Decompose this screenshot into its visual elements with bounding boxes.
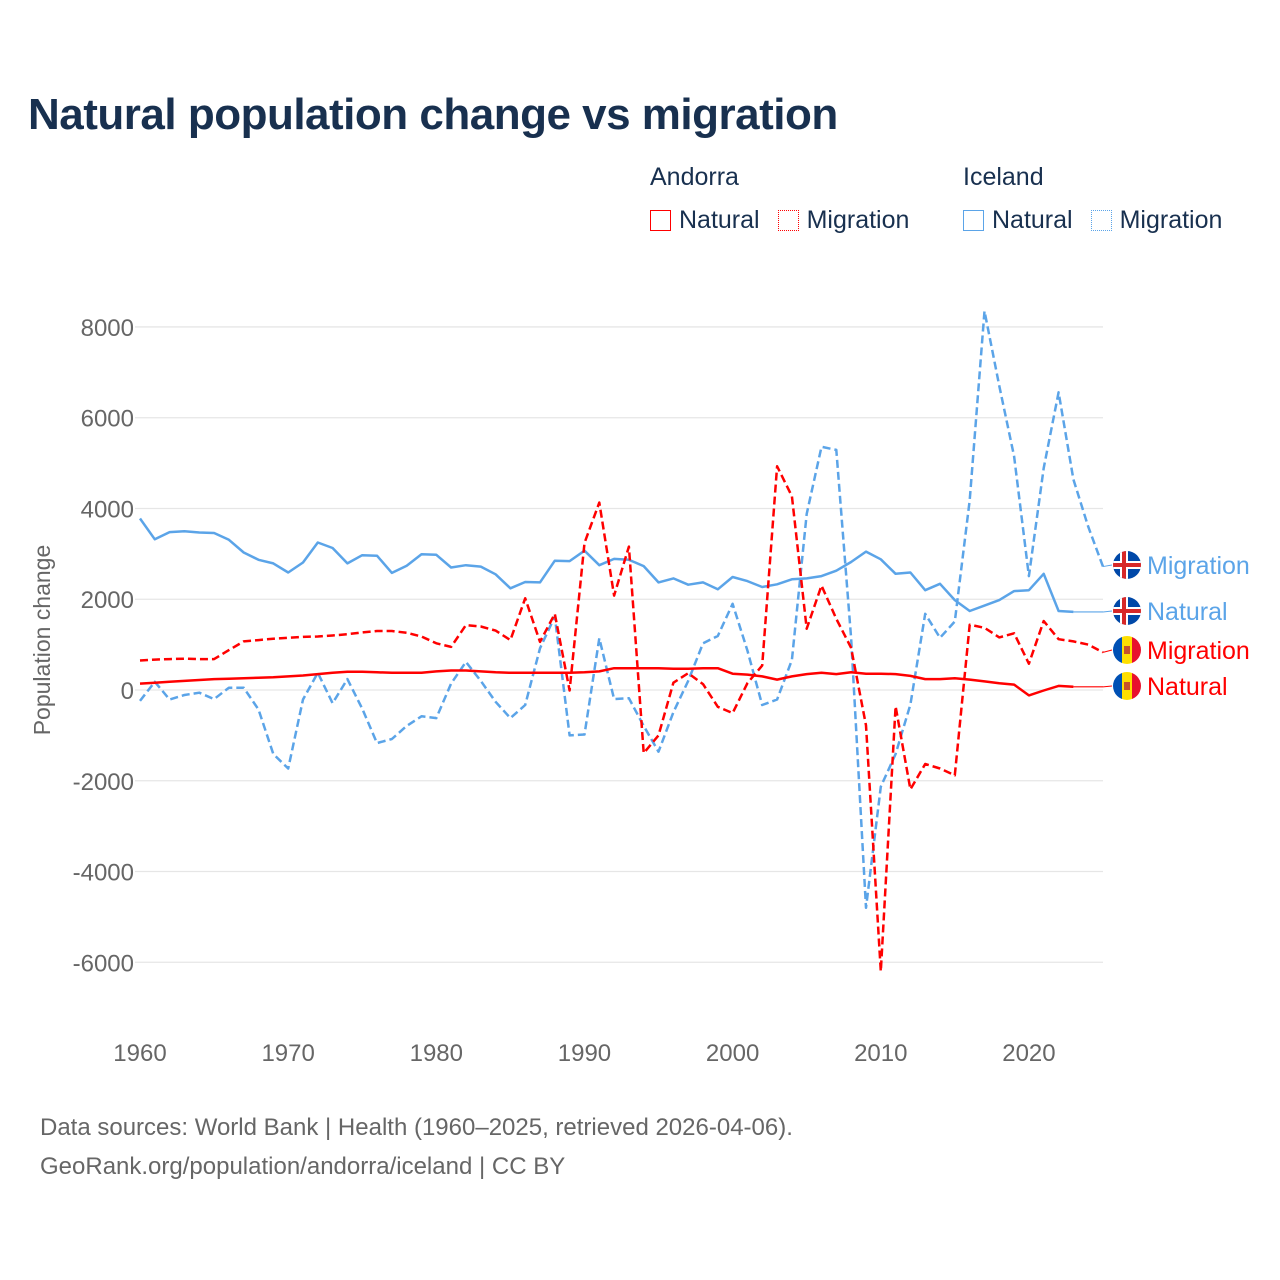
x-tick-label: 2020 bbox=[1002, 1040, 1055, 1067]
flag-stripe bbox=[1132, 672, 1141, 700]
legend-swatch-solid bbox=[963, 210, 984, 231]
legend-swatch-solid bbox=[650, 210, 671, 231]
flag-body bbox=[1113, 551, 1141, 579]
end-label: Migration bbox=[1147, 637, 1250, 665]
series-line-andorra-migration bbox=[139, 465, 1104, 973]
flag-stripe bbox=[1113, 636, 1122, 664]
legend-item-andorra-migration[interactable]: Migration bbox=[777, 206, 910, 235]
end-label: Migration bbox=[1147, 552, 1250, 580]
y-tick-label: 4000 bbox=[81, 496, 134, 523]
x-tick-label: 2000 bbox=[706, 1040, 759, 1067]
label-connector bbox=[1102, 610, 1113, 613]
legend-item-iceland-migration[interactable]: Migration bbox=[1090, 206, 1223, 235]
legend-swatch-dotted bbox=[1090, 210, 1112, 231]
legend-label: Migration bbox=[1119, 206, 1223, 234]
y-tick-label: 0 bbox=[121, 678, 134, 705]
chart-title: Natural population change vs migration bbox=[28, 90, 838, 139]
flag-body bbox=[1113, 636, 1141, 664]
iceland-flag-icon bbox=[1113, 597, 1141, 625]
flag-cross bbox=[1122, 551, 1126, 579]
x-tick-label: 1990 bbox=[558, 1040, 611, 1067]
flag-stripe bbox=[1113, 672, 1122, 700]
legend-group-title: Andorra bbox=[650, 163, 739, 191]
y-tick-label: 2000 bbox=[81, 587, 134, 614]
flag-body bbox=[1113, 597, 1141, 625]
legend-group-andorra: Andorra Natural Migration bbox=[650, 163, 927, 235]
legend-group-title: Iceland bbox=[963, 163, 1044, 191]
data-source-note: Data sources: World Bank | Health (1960–… bbox=[40, 1114, 793, 1141]
y-tick-label: -4000 bbox=[73, 860, 134, 887]
end-label: Natural bbox=[1147, 673, 1228, 701]
x-tick-label: 2010 bbox=[854, 1040, 907, 1067]
end-label: Natural bbox=[1147, 598, 1228, 626]
flag-body bbox=[1113, 672, 1141, 700]
y-axis-label: Population change bbox=[29, 545, 55, 736]
x-tick-label: 1980 bbox=[410, 1040, 463, 1067]
iceland-flag-icon bbox=[1113, 551, 1141, 579]
flag-emblem bbox=[1124, 682, 1130, 690]
legend-group-iceland: Iceland Natural Migration bbox=[963, 163, 1240, 235]
flag-emblem bbox=[1124, 646, 1130, 654]
y-tick-label: -2000 bbox=[73, 769, 134, 796]
legend-item-andorra-natural[interactable]: Natural bbox=[650, 206, 760, 235]
series-line-andorra-natural bbox=[139, 666, 1074, 697]
y-tick-label: -6000 bbox=[73, 950, 134, 977]
y-tick-label: 8000 bbox=[81, 315, 134, 342]
legend-label: Natural bbox=[679, 206, 760, 234]
flag-stripe bbox=[1132, 636, 1141, 664]
legend-item-iceland-natural[interactable]: Natural bbox=[963, 206, 1073, 235]
label-connector bbox=[1102, 649, 1113, 653]
flag-cross bbox=[1122, 597, 1126, 625]
andorra-flag-icon bbox=[1113, 636, 1141, 664]
footer: Data sources: World Bank | Health (1960–… bbox=[40, 1108, 793, 1186]
series-line-iceland-migration bbox=[139, 309, 1105, 910]
attribution-link[interactable]: GeoRank.org/population/andorra/iceland |… bbox=[40, 1153, 566, 1180]
series-line-iceland-natural bbox=[138, 517, 1074, 614]
flag-cross bbox=[1113, 563, 1141, 567]
label-connector bbox=[1102, 564, 1113, 568]
x-tick-label: 1960 bbox=[113, 1040, 166, 1067]
legend-label: Migration bbox=[806, 206, 910, 234]
legend-swatch-dotted bbox=[777, 210, 799, 231]
label-connector bbox=[1102, 685, 1113, 688]
legend-label: Natural bbox=[992, 206, 1073, 234]
flag-cross bbox=[1113, 609, 1141, 613]
andorra-flag-icon bbox=[1113, 672, 1141, 700]
x-tick-label: 1970 bbox=[261, 1040, 314, 1067]
y-tick-label: 6000 bbox=[81, 406, 134, 433]
